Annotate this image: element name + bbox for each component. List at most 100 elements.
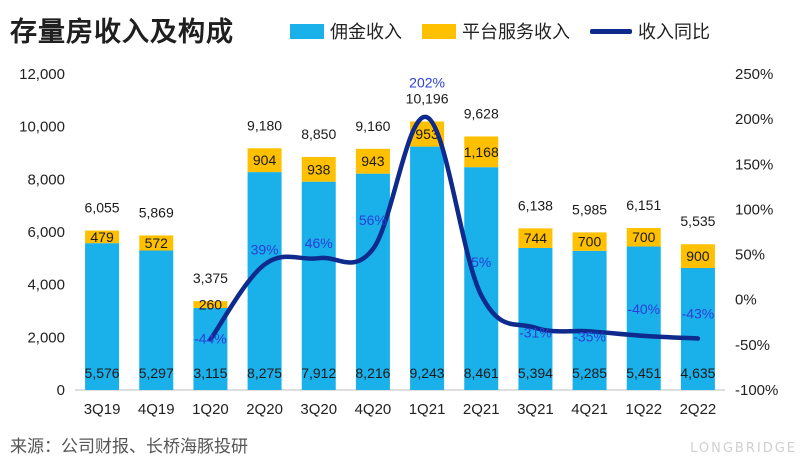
bar-commission <box>85 243 120 390</box>
bar-platform <box>85 230 120 244</box>
bar-platform <box>355 148 390 174</box>
right-tick-label: 0% <box>735 292 757 309</box>
bar-platform <box>301 156 336 182</box>
right-tick-label: 50% <box>735 247 765 264</box>
platform-value-label: 572 <box>145 235 169 251</box>
yoy-value-label: -43% <box>682 306 715 322</box>
platform-value-label: 904 <box>253 152 277 168</box>
left-tick-label: 12,000 <box>19 66 65 83</box>
commission-value-label: 5,394 <box>518 365 553 381</box>
left-tick-label: 8,000 <box>27 171 65 188</box>
commission-value-label: 5,285 <box>572 365 607 381</box>
chart-title: 存量房收入及构成 <box>10 17 234 48</box>
bar-platform <box>626 228 661 247</box>
platform-value-label: 700 <box>578 234 602 250</box>
bar-commission <box>572 250 607 390</box>
platform-value-label: 900 <box>686 248 710 264</box>
right-tick-label: 200% <box>735 111 773 128</box>
bar-platform <box>680 244 715 268</box>
legend: 佣金收入 平台服务收入 收入同比 <box>290 18 730 44</box>
platform-value-label: 953 <box>415 126 439 142</box>
legend-item-platform: 平台服务收入 <box>422 18 570 44</box>
total-value-label: 9,160 <box>355 118 390 134</box>
commission-value-label: 3,115 <box>193 365 227 381</box>
bar-commission <box>626 246 661 390</box>
bar-platform <box>139 235 174 251</box>
left-tick-label: 10,000 <box>19 119 65 136</box>
x-tick-label: 2Q22 <box>680 401 717 418</box>
left-tick-label: 4,000 <box>27 277 65 294</box>
total-value-label: 5,985 <box>572 201 607 217</box>
commission-value-label: 8,275 <box>247 365 282 381</box>
bar-platform <box>247 148 282 173</box>
legend-label-platform: 平台服务收入 <box>462 22 570 43</box>
right-tick-label: 250% <box>735 66 773 83</box>
yoy-value-label: -44% <box>194 330 227 346</box>
commission-value-label: 5,576 <box>85 365 120 381</box>
commission-value-label: 5,451 <box>626 365 661 381</box>
x-tick-label: 1Q22 <box>625 401 662 418</box>
bar-commission <box>464 167 499 390</box>
bar-commission <box>680 267 715 390</box>
commission-value-label: 8,461 <box>464 365 499 381</box>
bar-platform <box>193 301 228 308</box>
right-tick-label: -100% <box>735 382 778 399</box>
legend-item-yoy: 收入同比 <box>590 18 710 44</box>
total-value-label: 6,138 <box>518 197 553 213</box>
yoy-value-label: 46% <box>305 235 333 251</box>
bar-commission <box>301 181 336 390</box>
yoy-value-label: 56% <box>359 212 387 228</box>
x-tick-label: 1Q21 <box>409 401 446 418</box>
left-tick-label: 6,000 <box>27 224 65 241</box>
right-tick-label: -50% <box>735 337 770 354</box>
total-value-label: 5,869 <box>139 204 174 220</box>
bar-commission <box>518 247 553 390</box>
total-value-label: 9,180 <box>247 117 282 133</box>
right-tick-label: 150% <box>735 156 773 173</box>
right-tick-label: 100% <box>735 201 773 218</box>
platform-value-label: 1,168 <box>464 144 499 160</box>
left-tick-label: 0 <box>57 382 65 399</box>
total-value-label: 10,196 <box>406 91 449 107</box>
bar-platform <box>464 136 499 168</box>
yoy-value-label: -35% <box>573 328 606 344</box>
legend-label-commission: 佣金收入 <box>330 22 402 43</box>
yoy-value-label: 5% <box>471 254 491 270</box>
x-tick-label: 3Q19 <box>84 401 121 418</box>
watermark: LONGBRIDGE <box>690 441 797 456</box>
total-value-label: 3,375 <box>193 270 228 286</box>
x-tick-label: 3Q20 <box>300 401 337 418</box>
x-tick-label: 4Q20 <box>355 401 392 418</box>
bar-commission <box>355 173 390 390</box>
yoy-value-label: -31% <box>519 325 552 341</box>
x-tick-label: 4Q21 <box>571 401 608 418</box>
commission-value-label: 9,243 <box>410 365 445 381</box>
x-tick-label: 2Q20 <box>246 401 283 418</box>
platform-value-label: 260 <box>199 297 223 313</box>
bar-commission <box>247 172 282 390</box>
yoy-value-label: 202% <box>409 74 445 90</box>
bar-platform <box>572 232 607 251</box>
platform-value-label: 700 <box>632 229 656 245</box>
source-note: 来源：公司财报、长桥海豚投研 <box>10 437 248 457</box>
platform-value-label: 744 <box>524 230 548 246</box>
bar-commission <box>139 250 174 390</box>
x-tick-label: 4Q19 <box>138 401 175 418</box>
yoy-value-label: -40% <box>627 301 660 317</box>
legend-swatch-commission <box>290 23 324 39</box>
legend-swatch-platform <box>422 23 456 39</box>
total-value-label: 6,151 <box>626 197 661 213</box>
legend-swatch-yoy <box>590 28 632 34</box>
commission-value-label: 4,635 <box>680 365 715 381</box>
left-tick-label: 2,000 <box>27 329 65 346</box>
x-tick-label: 2Q21 <box>463 401 500 418</box>
x-tick-label: 1Q20 <box>192 401 229 418</box>
total-value-label: 9,628 <box>464 105 499 121</box>
bar-platform <box>518 228 553 248</box>
platform-value-label: 943 <box>361 153 385 169</box>
total-value-label: 6,055 <box>85 200 120 216</box>
yoy-line <box>208 115 701 342</box>
total-value-label: 8,850 <box>301 126 336 142</box>
